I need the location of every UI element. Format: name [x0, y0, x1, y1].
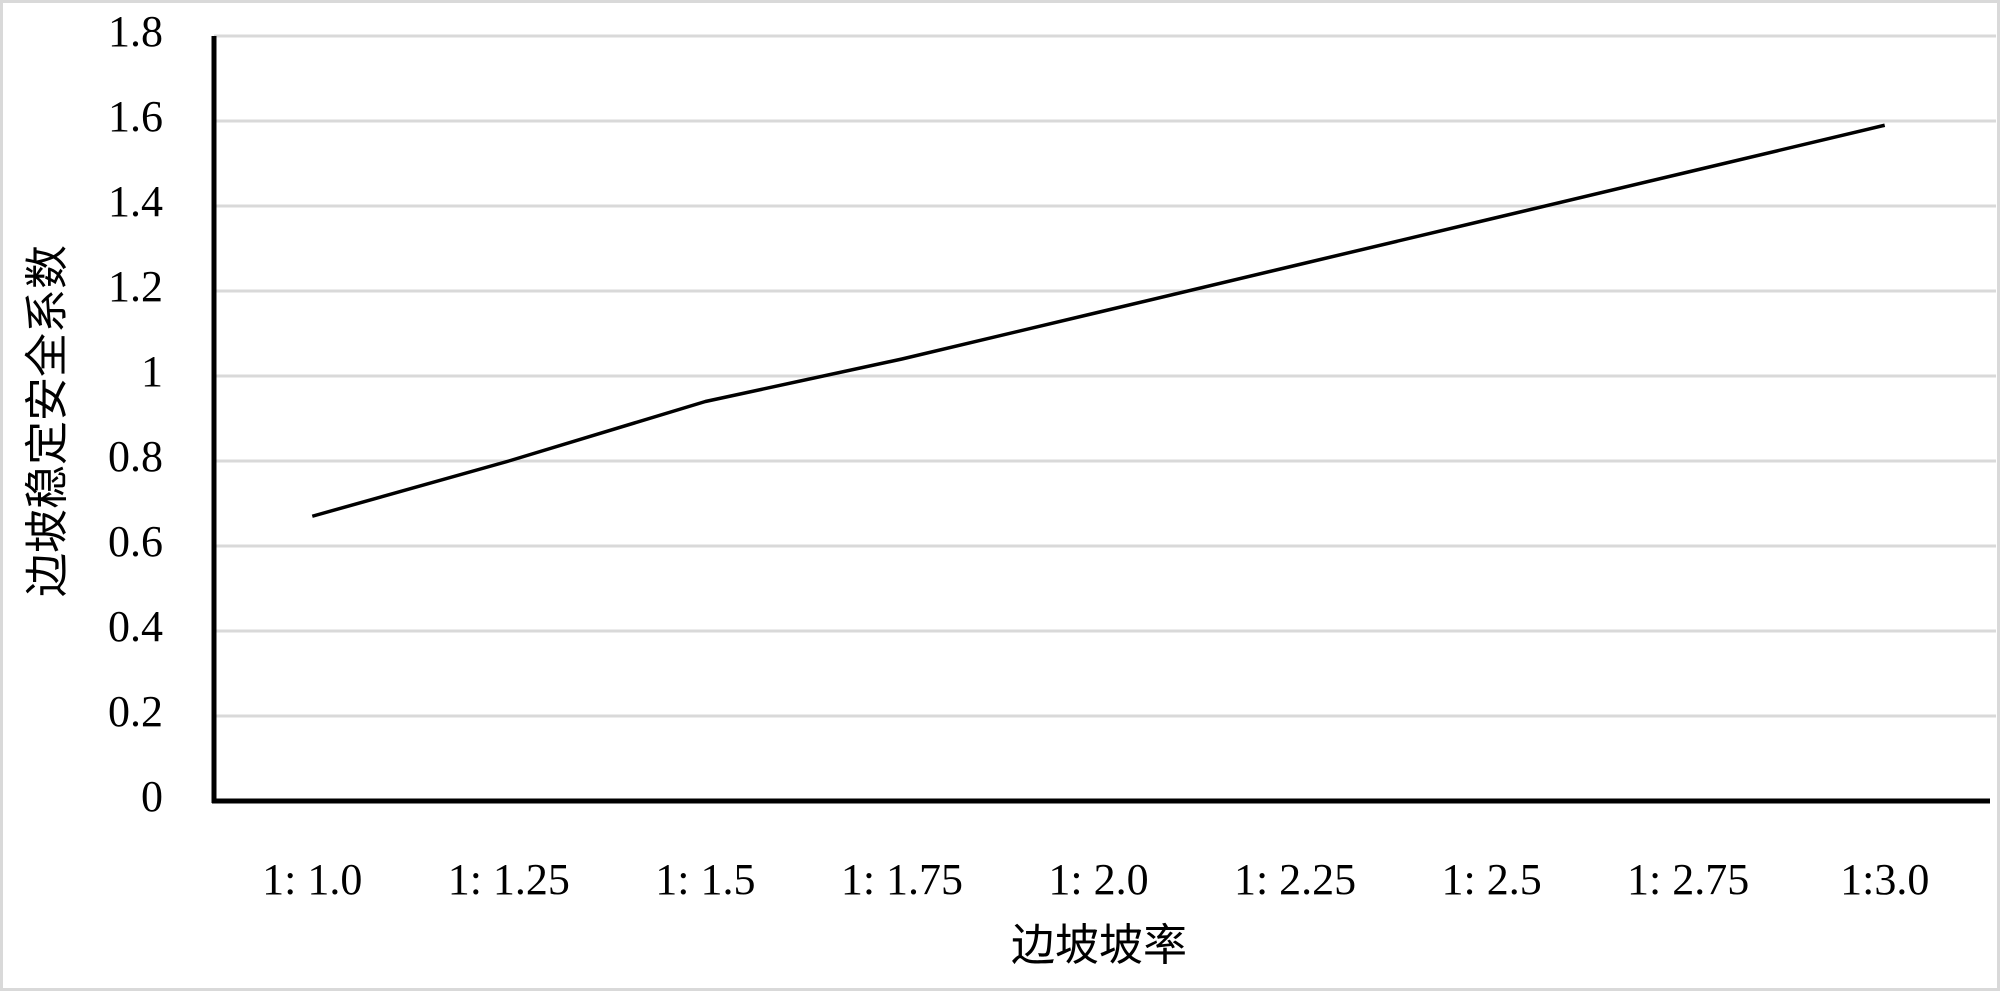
x-tick-label: 1: 2.5 — [1441, 855, 1541, 904]
x-tick-label: 1:3.0 — [1840, 855, 1929, 904]
x-tick-label: 1: 1.25 — [448, 855, 570, 904]
x-tick-label: 1: 1.75 — [841, 855, 963, 904]
y-tick-label: 0.6 — [108, 517, 163, 566]
y-axis-title: 边坡稳定安全系数 — [23, 245, 72, 597]
y-tick-label: 1.6 — [108, 92, 163, 141]
x-axis-title: 边坡坡率 — [1011, 921, 1187, 970]
y-tick-label: 1 — [141, 347, 163, 396]
y-tick-label: 0.4 — [108, 602, 163, 651]
y-tick-label: 1.4 — [108, 177, 163, 226]
x-tick-label: 1: 1.0 — [262, 855, 362, 904]
x-tick-label: 1: 2.25 — [1234, 855, 1356, 904]
x-tick-label: 1: 1.5 — [655, 855, 755, 904]
x-tick-label: 1: 2.75 — [1627, 855, 1749, 904]
x-tick-label: 1: 2.0 — [1048, 855, 1148, 904]
y-tick-label: 1.2 — [108, 262, 163, 311]
y-tick-label: 0.8 — [108, 432, 163, 481]
y-tick-label: 0 — [141, 772, 163, 821]
y-tick-label: 0.2 — [108, 687, 163, 736]
y-tick-label: 1.8 — [108, 7, 163, 56]
data-line — [311, 123, 1886, 518]
